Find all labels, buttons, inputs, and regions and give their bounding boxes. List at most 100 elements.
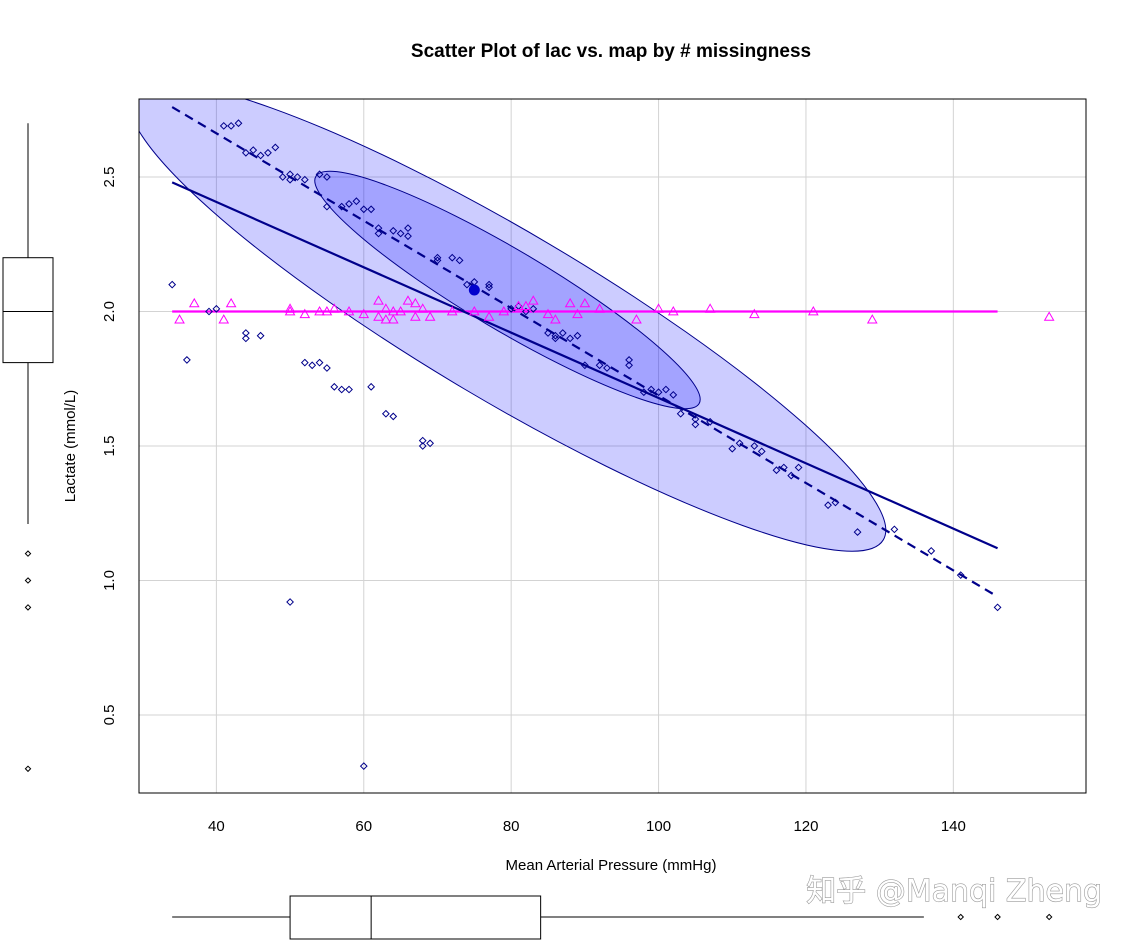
point-diamond <box>654 388 663 397</box>
point-diamond <box>455 256 464 265</box>
point-diamond <box>448 253 457 262</box>
point-triangle <box>380 314 392 324</box>
point-triangle <box>380 303 392 313</box>
point-diamond <box>418 442 427 450</box>
point-triangle <box>468 305 480 316</box>
point-diamond <box>300 358 309 367</box>
point-diamond <box>323 364 331 372</box>
point-diamond <box>286 170 294 179</box>
point-triangle <box>424 311 436 321</box>
point-diamond <box>264 148 272 157</box>
point-diamond <box>219 121 228 130</box>
y-boxplot-outlier <box>24 550 32 557</box>
point-diamond <box>374 229 383 238</box>
point-diamond <box>580 361 589 370</box>
point-diamond <box>345 385 353 394</box>
point-triangle <box>564 297 576 308</box>
point-diamond <box>381 409 390 418</box>
point-triangle <box>667 305 679 316</box>
point-diamond <box>315 358 324 367</box>
point-diamond <box>337 202 346 211</box>
point-triangle <box>572 308 583 319</box>
point-diamond <box>691 420 700 429</box>
point-diamond <box>323 173 331 181</box>
point-diamond <box>241 334 250 343</box>
point-diamond <box>241 329 250 337</box>
point-triangle <box>358 308 370 319</box>
point-diamond <box>241 148 250 157</box>
point-diamond <box>359 205 368 214</box>
x-axis-label: Mean Arterial Pressure (mmHg) <box>506 857 717 874</box>
point-diamond <box>595 361 604 370</box>
point-diamond <box>212 304 221 313</box>
marginal-boxplots <box>2 123 1053 940</box>
point-diamond <box>787 471 796 480</box>
point-diamond <box>485 283 493 292</box>
point-triangle <box>218 314 230 324</box>
point-diamond <box>426 439 435 448</box>
chart-title: Scatter Plot of lac vs. map by # missing… <box>411 41 811 62</box>
point-triangle <box>373 311 384 321</box>
point-diamond <box>433 253 442 262</box>
fit-line-3 <box>171 106 999 598</box>
point-triangle <box>299 308 311 319</box>
point-diamond <box>256 151 265 160</box>
point-diamond <box>271 143 280 152</box>
point-diamond <box>315 170 324 179</box>
point-diamond <box>647 385 656 394</box>
point-diamond <box>927 546 936 555</box>
point-diamond <box>256 331 265 340</box>
point-triangle <box>174 314 185 324</box>
point-diamond <box>794 463 803 472</box>
x-tick-label: 120 <box>793 818 818 835</box>
point-diamond <box>352 197 361 206</box>
point-diamond <box>308 361 317 370</box>
point-triangle <box>387 314 399 324</box>
point-diamond <box>330 382 339 391</box>
y-boxplot-outlier <box>24 765 32 773</box>
x-boxplot-outlier <box>957 913 965 921</box>
point-diamond <box>890 525 899 534</box>
point-triangle <box>579 297 591 308</box>
point-diamond <box>625 356 633 364</box>
point-triangle <box>328 303 340 313</box>
point-diamond <box>521 307 530 316</box>
point-diamond <box>300 175 309 184</box>
point-diamond <box>676 409 685 418</box>
x-tick-label: 100 <box>646 818 671 835</box>
point-diamond <box>418 436 427 445</box>
point-diamond <box>396 229 405 238</box>
watermark: 知乎 @Manqi Zheng <box>806 874 1102 909</box>
confidence-ellipses <box>139 99 887 552</box>
point-triangle <box>446 305 458 316</box>
point-diamond <box>337 385 346 394</box>
point-diamond <box>463 280 471 289</box>
x-boxplot-outlier <box>994 913 1001 921</box>
x-tick-label: 40 <box>208 818 225 835</box>
point-diamond <box>205 307 213 316</box>
point-diamond <box>573 331 582 340</box>
point-triangle <box>513 300 524 310</box>
point-diamond <box>404 224 412 233</box>
ellipse-inner <box>314 170 701 410</box>
point-diamond <box>168 280 177 289</box>
x-tick-label: 80 <box>503 818 520 835</box>
point-diamond <box>551 331 560 340</box>
y-tick-label: 1.0 <box>101 570 118 591</box>
point-diamond <box>669 390 678 399</box>
point-diamond <box>293 173 302 181</box>
point-triangle <box>653 303 664 313</box>
point-diamond <box>249 146 258 155</box>
point-diamond <box>345 199 353 208</box>
point-diamond <box>323 202 331 211</box>
x-boxplot-outlier <box>1045 913 1053 921</box>
point-diamond <box>227 121 236 130</box>
point-diamond <box>359 762 368 771</box>
axis-ticks: 40 60 80 100 120 140 0.5 1.0 1.5 2.0 2.5 <box>101 167 966 835</box>
point-diamond <box>485 280 493 289</box>
point-diamond <box>853 528 862 536</box>
point-diamond <box>662 385 670 394</box>
point-triangle <box>402 295 414 305</box>
